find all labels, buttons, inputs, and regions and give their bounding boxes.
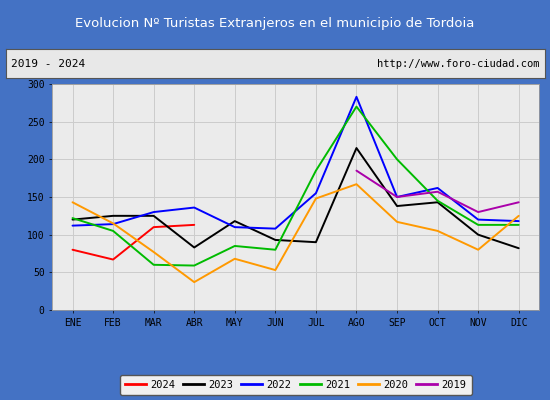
Text: 2019 - 2024: 2019 - 2024 — [11, 59, 85, 69]
Legend: 2024, 2023, 2022, 2021, 2020, 2019: 2024, 2023, 2022, 2021, 2020, 2019 — [119, 375, 472, 395]
Text: http://www.foro-ciudad.com: http://www.foro-ciudad.com — [377, 59, 539, 69]
Text: Evolucion Nº Turistas Extranjeros en el municipio de Tordoia: Evolucion Nº Turistas Extranjeros en el … — [75, 18, 475, 30]
